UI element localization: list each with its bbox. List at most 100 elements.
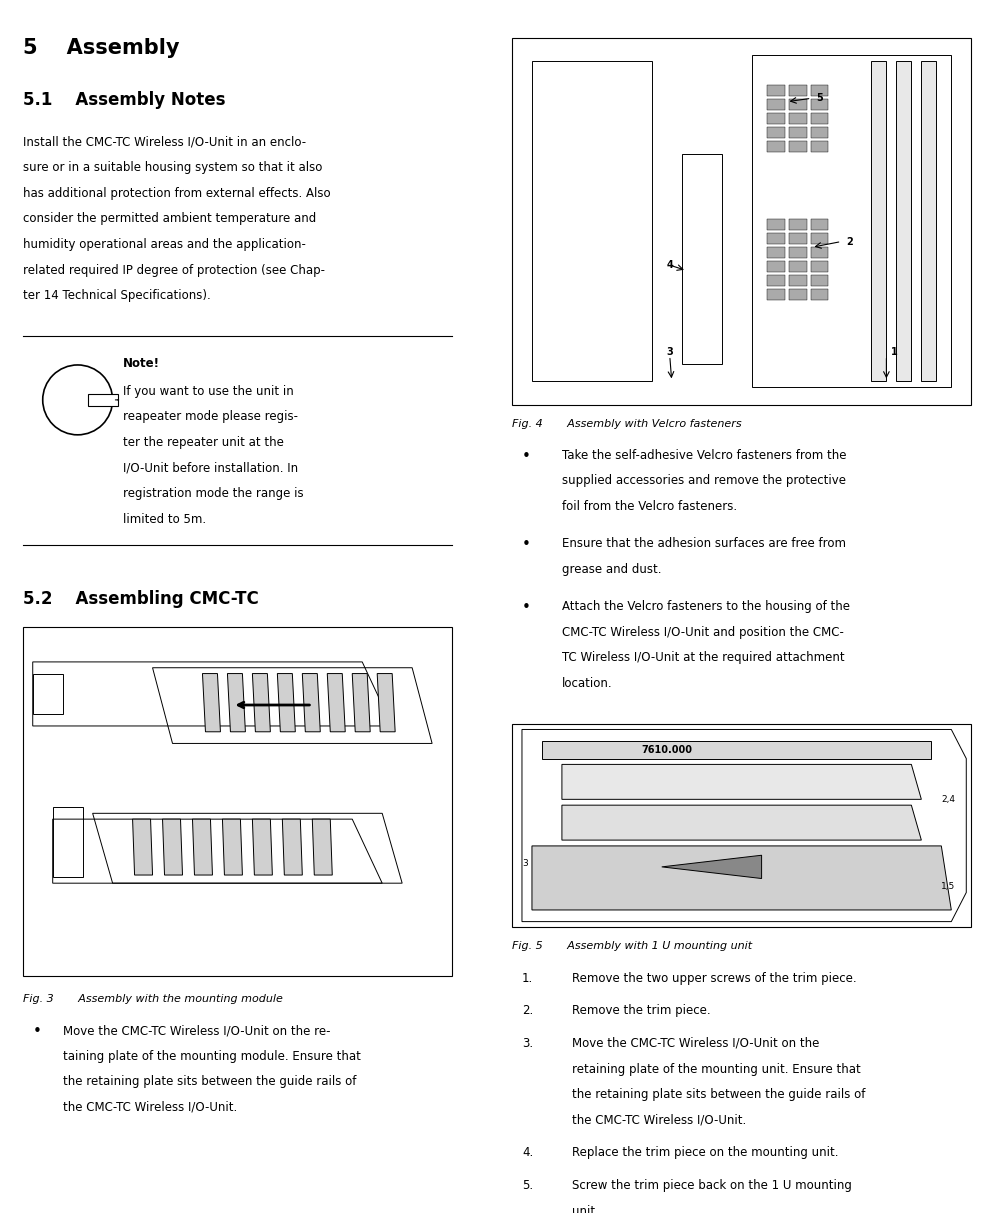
FancyBboxPatch shape	[787, 275, 805, 286]
Polygon shape	[162, 819, 183, 875]
Text: ter 14 Technical Specifications).: ter 14 Technical Specifications).	[23, 289, 211, 302]
FancyBboxPatch shape	[809, 233, 827, 244]
Text: related required IP degree of protection (see Chap-: related required IP degree of protection…	[23, 263, 324, 277]
Text: 5.2    Assembling CMC-TC: 5.2 Assembling CMC-TC	[23, 590, 258, 608]
FancyBboxPatch shape	[809, 99, 827, 110]
Text: has additional protection from external effects. Also: has additional protection from external …	[23, 187, 330, 200]
Polygon shape	[562, 764, 921, 799]
Text: 5: 5	[815, 93, 822, 103]
Polygon shape	[252, 673, 270, 731]
Text: •: •	[522, 537, 531, 552]
Text: humidity operational areas and the application-: humidity operational areas and the appli…	[23, 238, 305, 251]
Polygon shape	[228, 673, 245, 731]
Polygon shape	[223, 819, 242, 875]
FancyBboxPatch shape	[809, 113, 827, 124]
FancyBboxPatch shape	[512, 724, 970, 928]
Text: 2.: 2.	[522, 1004, 533, 1018]
Text: 3: 3	[666, 347, 673, 357]
FancyBboxPatch shape	[809, 220, 827, 230]
Polygon shape	[312, 819, 332, 875]
FancyBboxPatch shape	[809, 142, 827, 152]
Text: Fig. 3       Assembly with the mounting module: Fig. 3 Assembly with the mounting module	[23, 993, 282, 1004]
FancyBboxPatch shape	[809, 247, 827, 258]
Text: 1,5: 1,5	[941, 882, 955, 892]
Polygon shape	[277, 673, 295, 731]
Text: 3.: 3.	[522, 1037, 533, 1050]
Polygon shape	[661, 855, 761, 878]
Polygon shape	[302, 673, 320, 731]
FancyBboxPatch shape	[787, 127, 805, 138]
Polygon shape	[327, 673, 345, 731]
Polygon shape	[282, 819, 302, 875]
Text: 2,4: 2,4	[941, 795, 955, 804]
FancyBboxPatch shape	[766, 220, 783, 230]
Polygon shape	[542, 741, 931, 758]
FancyBboxPatch shape	[766, 261, 783, 272]
FancyBboxPatch shape	[809, 261, 827, 272]
FancyBboxPatch shape	[787, 142, 805, 152]
Text: •: •	[522, 449, 531, 463]
FancyBboxPatch shape	[787, 220, 805, 230]
FancyBboxPatch shape	[766, 247, 783, 258]
FancyBboxPatch shape	[809, 289, 827, 300]
Text: 1.: 1.	[522, 972, 533, 985]
FancyBboxPatch shape	[809, 275, 827, 286]
FancyBboxPatch shape	[766, 85, 783, 96]
Polygon shape	[352, 673, 370, 731]
FancyBboxPatch shape	[787, 261, 805, 272]
Polygon shape	[562, 805, 921, 841]
Polygon shape	[193, 819, 213, 875]
Text: taining plate of the mounting module. Ensure that: taining plate of the mounting module. En…	[62, 1049, 360, 1063]
Text: 5.: 5.	[522, 1179, 533, 1192]
Text: Ensure that the adhesion surfaces are free from: Ensure that the adhesion surfaces are fr…	[562, 537, 846, 551]
Text: 5.1    Assembly Notes: 5.1 Assembly Notes	[23, 91, 225, 109]
Text: ter the repeater unit at the: ter the repeater unit at the	[122, 435, 283, 449]
Polygon shape	[203, 673, 221, 731]
FancyBboxPatch shape	[766, 233, 783, 244]
Text: consider the permitted ambient temperature and: consider the permitted ambient temperatu…	[23, 212, 316, 226]
Text: sure or in a suitable housing system so that it also: sure or in a suitable housing system so …	[23, 161, 322, 175]
Text: foil from the Velcro fasteners.: foil from the Velcro fasteners.	[562, 500, 736, 513]
FancyBboxPatch shape	[787, 113, 805, 124]
FancyBboxPatch shape	[809, 85, 827, 96]
Polygon shape	[132, 819, 152, 875]
Text: CMC-TC Wireless I/O-Unit and position the CMC-: CMC-TC Wireless I/O-Unit and position th…	[562, 626, 843, 639]
FancyBboxPatch shape	[766, 99, 783, 110]
Text: unit.: unit.	[572, 1205, 598, 1213]
Text: reapeater mode please regis-: reapeater mode please regis-	[122, 410, 297, 423]
Polygon shape	[87, 394, 117, 405]
Polygon shape	[921, 61, 936, 381]
Text: supplied accessories and remove the protective: supplied accessories and remove the prot…	[562, 474, 846, 488]
Text: the retaining plate sits between the guide rails of: the retaining plate sits between the gui…	[572, 1088, 865, 1101]
Text: 4: 4	[666, 260, 673, 269]
Text: •: •	[33, 1024, 41, 1040]
Text: 2: 2	[846, 237, 853, 246]
FancyBboxPatch shape	[809, 127, 827, 138]
Text: 1: 1	[891, 347, 898, 357]
Polygon shape	[252, 819, 272, 875]
Text: grease and dust.: grease and dust.	[562, 563, 661, 576]
Text: Note!: Note!	[122, 357, 159, 370]
Text: 3: 3	[522, 859, 528, 867]
Text: 7610.000: 7610.000	[641, 746, 692, 756]
Text: 4.: 4.	[522, 1146, 533, 1160]
Text: Remove the two upper screws of the trim piece.: Remove the two upper screws of the trim …	[572, 972, 856, 985]
Polygon shape	[532, 845, 951, 910]
Text: retaining plate of the mounting unit. Ensure that: retaining plate of the mounting unit. En…	[572, 1063, 860, 1076]
Text: 5    Assembly: 5 Assembly	[23, 38, 180, 58]
FancyBboxPatch shape	[787, 85, 805, 96]
FancyBboxPatch shape	[787, 289, 805, 300]
FancyBboxPatch shape	[512, 38, 970, 405]
FancyBboxPatch shape	[766, 289, 783, 300]
Text: Take the self-adhesive Velcro fasteners from the: Take the self-adhesive Velcro fasteners …	[562, 449, 846, 462]
FancyBboxPatch shape	[766, 127, 783, 138]
Text: Move the CMC-TC Wireless I/O-Unit on the: Move the CMC-TC Wireless I/O-Unit on the	[572, 1037, 818, 1050]
Text: Remove the trim piece.: Remove the trim piece.	[572, 1004, 710, 1018]
Polygon shape	[377, 673, 395, 731]
Polygon shape	[871, 61, 886, 381]
Text: Replace the trim piece on the mounting unit.: Replace the trim piece on the mounting u…	[572, 1146, 838, 1160]
Text: TC Wireless I/O-Unit at the required attachment: TC Wireless I/O-Unit at the required att…	[562, 651, 844, 665]
Polygon shape	[896, 61, 911, 381]
Text: Screw the trim piece back on the 1 U mounting: Screw the trim piece back on the 1 U mou…	[572, 1179, 851, 1192]
Text: I/O-Unit before installation. In: I/O-Unit before installation. In	[122, 462, 298, 474]
